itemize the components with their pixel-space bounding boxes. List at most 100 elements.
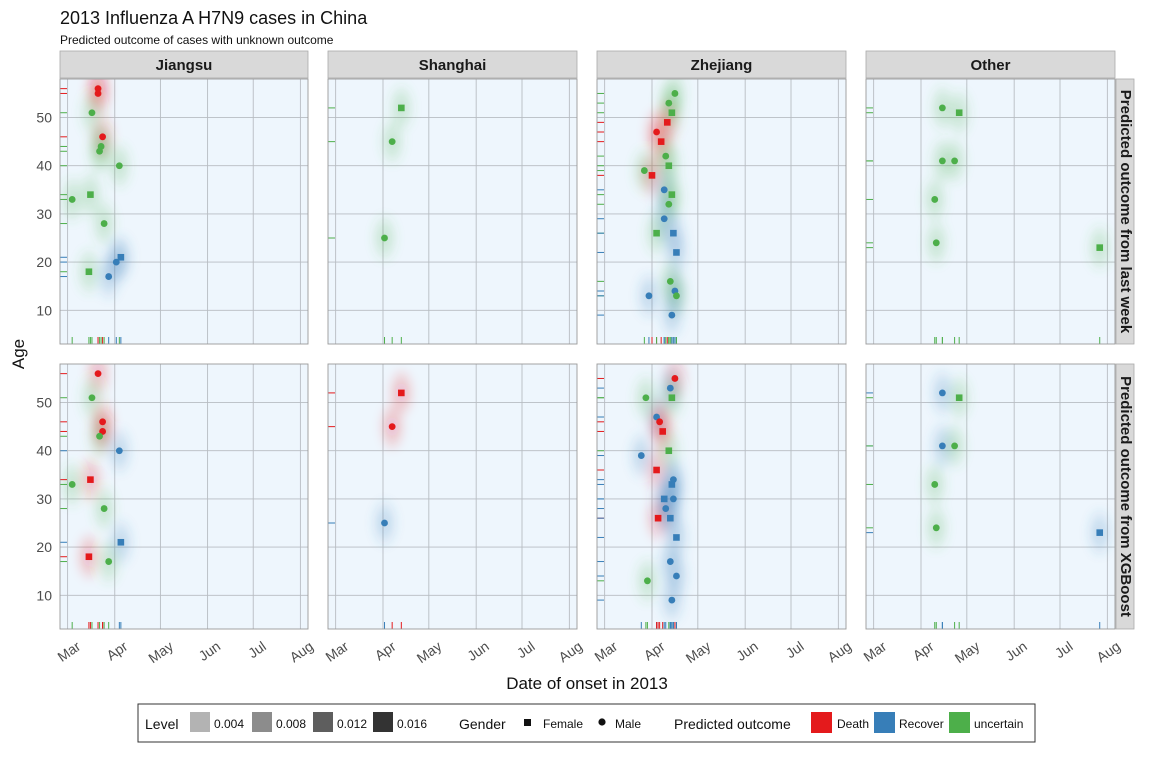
- panel-background: [866, 79, 1115, 344]
- legend: Level 0.004 0.008 0.012 0.016 Gender Fem…: [137, 703, 1036, 743]
- data-point-male: [99, 418, 107, 426]
- data-point-male: [100, 220, 108, 227]
- facet-strip-jiangsu: [59, 50, 309, 79]
- data-point-female: [665, 447, 673, 455]
- data-point-female: [665, 162, 673, 170]
- panel-background: [866, 364, 1115, 629]
- data-point-male: [644, 577, 651, 585]
- data-point-male: [94, 90, 102, 97]
- data-point-female: [955, 109, 963, 117]
- legend-gender-title: Gender: [459, 716, 506, 732]
- data-point-male: [105, 273, 113, 280]
- legend-death-label: Death: [837, 717, 869, 731]
- panel-border: [865, 78, 1116, 345]
- data-point-male: [105, 558, 113, 565]
- data-point-male: [88, 394, 96, 402]
- legend-level-swatch-3: [313, 712, 333, 732]
- data-point-male: [951, 157, 959, 165]
- data-point-female: [955, 394, 963, 402]
- legend-level-label-2: 0.008: [276, 717, 306, 731]
- data-point-male: [97, 143, 105, 150]
- y-tick-label: 40: [36, 158, 52, 174]
- data-point-male: [662, 152, 670, 160]
- facet-strip-zhejiang: [596, 50, 847, 79]
- data-point-female: [653, 466, 660, 474]
- x-tick-label: Apr: [910, 638, 937, 664]
- x-tick-label: Mar: [322, 638, 351, 665]
- data-point-male: [932, 524, 940, 532]
- data-point-male: [669, 495, 677, 503]
- data-point-female: [1096, 244, 1104, 251]
- data-point-female: [673, 249, 680, 256]
- x-tick-label: May: [683, 638, 714, 666]
- data-point-male: [666, 277, 674, 285]
- x-tick-label: May: [414, 638, 445, 666]
- data-point-female: [85, 553, 93, 561]
- legend-uncertain-label: uncertain: [974, 717, 1023, 731]
- data-point-female: [117, 538, 125, 546]
- data-point-female: [87, 191, 94, 198]
- data-point-female: [398, 389, 405, 397]
- data-point-male: [96, 432, 103, 440]
- data-point-male: [938, 157, 946, 165]
- data-point-male: [668, 311, 676, 319]
- panel-border: [59, 363, 309, 630]
- y-tick-label: 10: [36, 302, 52, 318]
- data-point-female: [648, 172, 656, 179]
- panel-border: [596, 363, 847, 630]
- panel-border: [59, 78, 309, 345]
- panel-border: [865, 363, 1116, 630]
- data-point-female: [668, 394, 676, 402]
- facet-panel: [327, 78, 578, 345]
- x-tick-label: Aug: [555, 638, 585, 665]
- data-point-female: [654, 514, 662, 522]
- data-point-male: [668, 596, 676, 604]
- x-tick-label: Aug: [286, 638, 316, 665]
- facet-strip-label: Zhejiang: [691, 57, 753, 74]
- panel-border: [596, 78, 847, 345]
- y-tick-label: 20: [36, 254, 52, 270]
- legend-uncertain-swatch: [949, 712, 970, 733]
- data-point-male: [115, 162, 123, 170]
- data-point-male: [115, 447, 123, 455]
- x-tick-label: Jul: [783, 638, 807, 661]
- legend-level-swatch-1: [190, 712, 210, 732]
- data-point-male: [673, 292, 680, 300]
- panel-background: [328, 364, 577, 629]
- density-layer: [61, 79, 132, 299]
- x-tick-label: Jun: [196, 638, 224, 664]
- y-tick-label: 40: [36, 443, 52, 459]
- panel-border: [327, 363, 578, 630]
- x-tick-label: Apr: [372, 638, 399, 664]
- data-point-male: [660, 215, 668, 223]
- data-point-female: [653, 229, 660, 237]
- data-point-male: [931, 196, 939, 203]
- data-point-male: [381, 519, 388, 527]
- data-point-male: [94, 370, 102, 378]
- y-tick-label: 20: [36, 539, 52, 555]
- data-point-male: [938, 389, 946, 397]
- legend-recover-swatch: [874, 712, 895, 733]
- data-point-male: [68, 196, 76, 203]
- x-tick-label: Apr: [641, 638, 668, 664]
- data-point-male: [88, 109, 96, 117]
- y-tick-label: 30: [36, 206, 52, 222]
- facet-panels: Jiangsu Shanghai Zhejiang Other Predicted ou…: [36, 50, 1135, 666]
- x-tick-label: Jun: [733, 638, 761, 664]
- data-point-female: [663, 119, 671, 126]
- x-tick-label: Mar: [591, 638, 620, 665]
- data-point-male: [665, 200, 673, 208]
- data-point-female: [659, 428, 666, 435]
- facet-panel: [59, 78, 309, 345]
- facet-strip-label: Shanghai: [419, 57, 487, 74]
- x-tick-label: May: [145, 638, 176, 666]
- data-point-male: [666, 558, 674, 565]
- legend-male-label: Male: [615, 717, 641, 731]
- facet-strip-other: [865, 50, 1116, 79]
- data-point-male: [931, 481, 939, 488]
- data-point-male: [99, 133, 107, 141]
- x-tick-label: Mar: [860, 638, 889, 665]
- data-point-male: [666, 384, 674, 392]
- data-point-female: [657, 138, 665, 145]
